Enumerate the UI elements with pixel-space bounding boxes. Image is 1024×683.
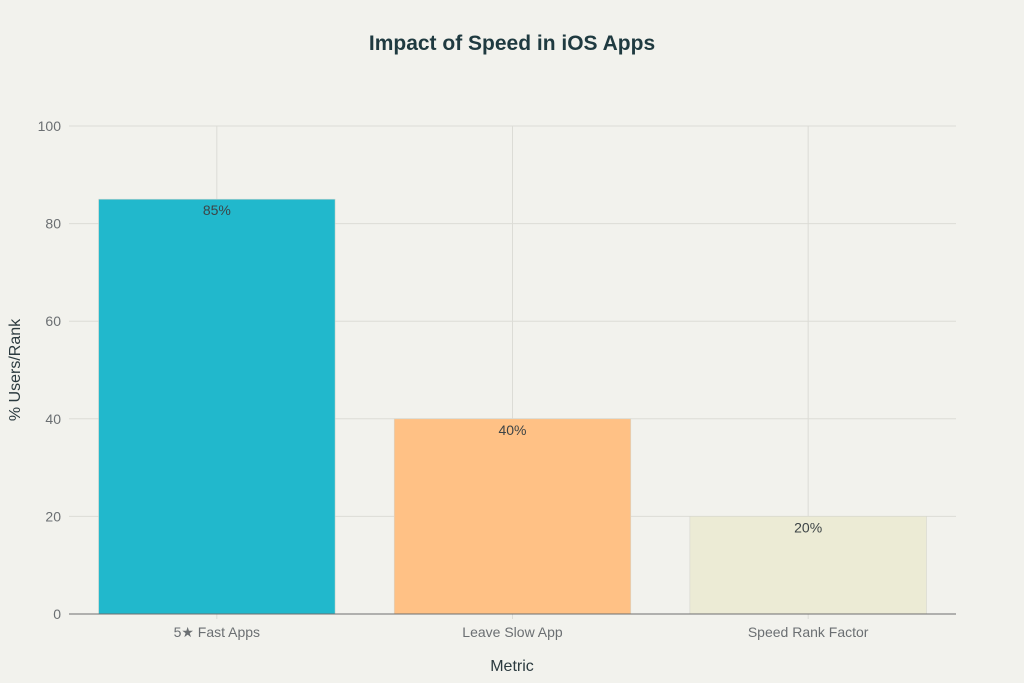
chart-title: Impact of Speed in iOS Apps	[369, 32, 655, 55]
data-label: 40%	[498, 422, 526, 438]
bar[interactable]	[98, 198, 336, 615]
x-tick-label: Leave Slow App	[462, 624, 563, 640]
y-tick-label: 60	[45, 313, 61, 329]
x-axis-ticks: 5★ Fast Apps Leave Slow App Speed Rank Fac…	[174, 614, 869, 640]
x-tick-label: 5★ Fast Apps	[174, 624, 260, 640]
data-label: 85%	[203, 202, 231, 218]
y-tick-label: 80	[45, 216, 61, 232]
data-label: 20%	[794, 519, 822, 535]
bars: 85% 40% 20%	[98, 198, 927, 615]
y-axis-ticks: 0 20 40 60 80 100	[38, 118, 62, 622]
bar[interactable]	[689, 516, 927, 615]
y-tick-label: 20	[45, 508, 61, 524]
y-tick-label: 40	[45, 411, 61, 427]
bar[interactable]	[393, 418, 632, 615]
y-axis-label: % Users/Rank	[7, 318, 24, 421]
x-axis-label: Metric	[490, 658, 534, 675]
x-tick-label: Speed Rank Factor	[748, 624, 869, 640]
y-tick-label: 100	[38, 118, 62, 134]
y-tick-label: 0	[53, 606, 61, 622]
